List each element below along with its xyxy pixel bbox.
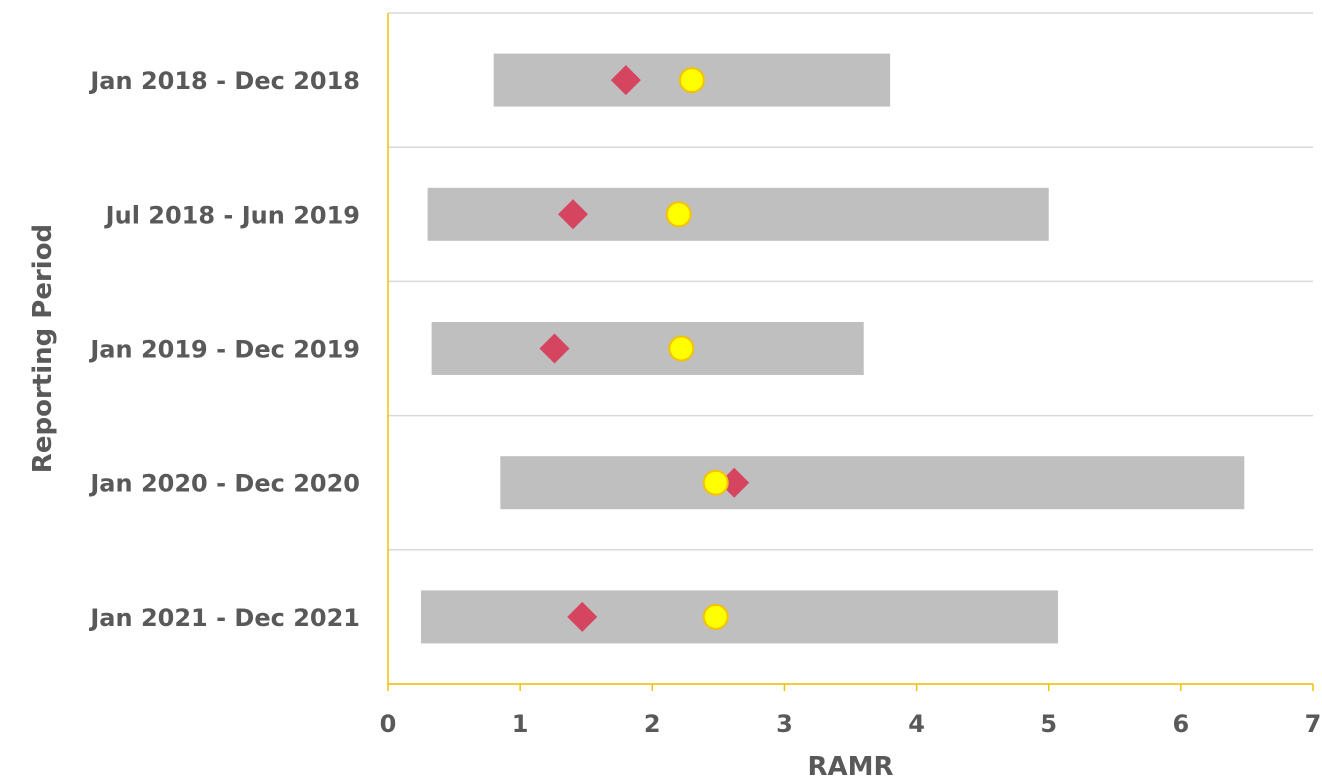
category-label: Jan 2021 - Dec 2021 xyxy=(88,604,360,632)
axis-layer xyxy=(387,13,1314,691)
circle-marker xyxy=(702,603,729,630)
diamond-marker xyxy=(719,467,750,498)
x-tick-label: 3 xyxy=(776,710,793,738)
range-bar xyxy=(421,590,1058,644)
marker-layer xyxy=(539,65,750,632)
diamond-marker xyxy=(567,601,598,632)
category-label: Jan 2018 - Dec 2018 xyxy=(88,67,360,95)
x-tick-label: 2 xyxy=(644,710,661,738)
x-tick-label: 7 xyxy=(1305,710,1322,738)
diamond-marker xyxy=(610,65,641,96)
category-label: Jan 2020 - Dec 2020 xyxy=(88,470,360,498)
x-tick-label: 0 xyxy=(380,710,397,738)
range-bar xyxy=(431,322,864,375)
circle-marker xyxy=(665,201,692,228)
x-axis-title: RAMR xyxy=(807,752,893,782)
category-label: Jan 2019 - Dec 2019 xyxy=(88,336,360,364)
diamond-marker xyxy=(539,333,570,364)
diamond-marker xyxy=(558,199,588,230)
x-tick-label: 1 xyxy=(512,710,529,738)
range-bar-layer xyxy=(421,53,1245,644)
x-tick-label: 4 xyxy=(908,710,925,738)
x-tick-label: 6 xyxy=(1173,710,1190,738)
category-label: Jul 2018 - Jun 2019 xyxy=(104,201,360,229)
x-tick-label: 5 xyxy=(1040,710,1057,738)
label-layer: 0 1 2 3 4 5 6 7 Jan 2018 - Dec 2018 Jul 2018 - Ju… xyxy=(88,67,1321,738)
circle-marker xyxy=(702,469,729,496)
circle-marker xyxy=(668,335,695,362)
y-axis-title: Reporting Period xyxy=(28,224,58,473)
range-bar xyxy=(427,187,1049,241)
range-bar xyxy=(500,456,1245,510)
circle-marker xyxy=(678,67,705,94)
